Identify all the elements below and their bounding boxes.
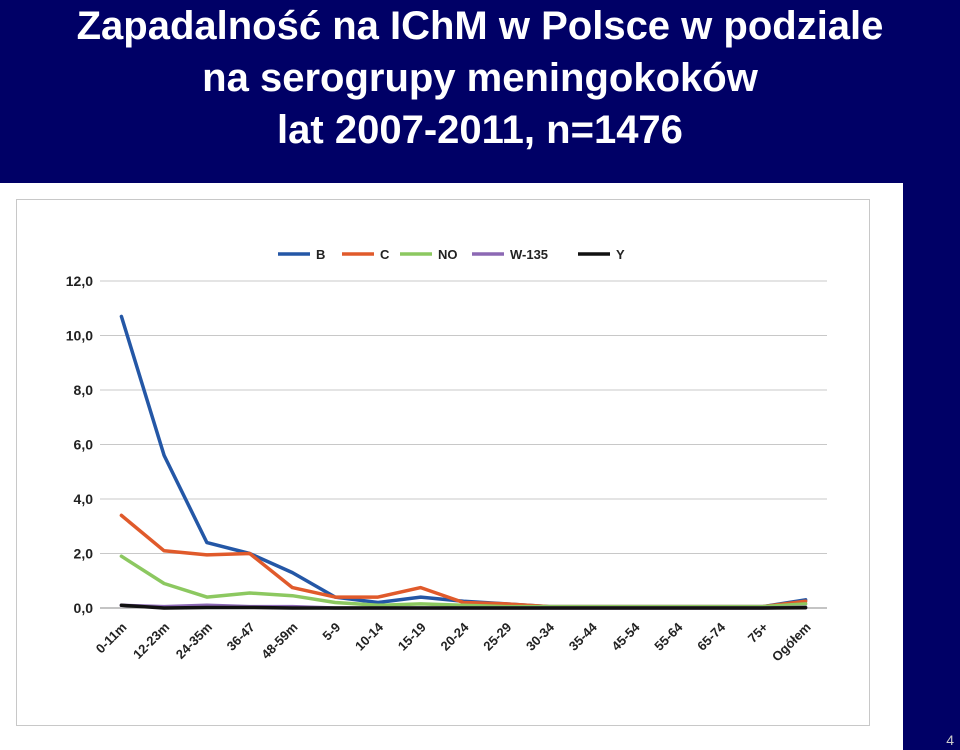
y-tick-label: 6,0	[74, 437, 94, 453]
x-tick-label: 30-34	[523, 619, 558, 654]
y-tick-label: 8,0	[74, 382, 94, 398]
legend-label: C	[380, 247, 390, 262]
x-tick-label: 15-19	[395, 620, 429, 654]
x-tick-label: 20-24	[438, 619, 473, 654]
legend-label: B	[316, 247, 325, 262]
series-line-c	[119, 513, 808, 609]
x-tick-label: 48-59m	[258, 620, 300, 662]
x-tick-label: 12-23m	[130, 620, 172, 662]
series-line-b	[119, 314, 808, 609]
y-tick-label: 4,0	[74, 491, 94, 507]
x-tick-label: 45-54	[609, 619, 644, 654]
x-tick-label: 75+	[745, 619, 771, 645]
x-tick-label: 10-14	[352, 619, 387, 654]
y-tick-label: 0,0	[74, 600, 94, 616]
legend-label: Y	[616, 247, 625, 262]
x-tick-label: Ogółem	[769, 620, 814, 665]
page-number: 4	[946, 732, 954, 748]
slide-title-line-2: na serogrupy meningokoków	[202, 56, 758, 100]
x-tick-label: 55-64	[651, 619, 686, 654]
series-line-y	[119, 603, 808, 610]
x-tick-label: 0-11m	[93, 620, 130, 657]
slide-title-line-3: lat 2007-2011, n=1476	[277, 108, 683, 152]
x-tick-label: 24-35m	[173, 620, 215, 662]
chart-frame	[16, 199, 870, 726]
y-tick-label: 12,0	[66, 273, 93, 289]
slide-title-line-1: Zapadalność na IChM w Polsce w podziale	[76, 4, 884, 48]
x-tick-label: 36-47	[224, 620, 258, 654]
y-tick-label: 2,0	[74, 546, 94, 562]
series-line-no	[119, 554, 808, 609]
x-tick-label: 35-44	[566, 619, 601, 654]
y-tick-label: 10,0	[66, 328, 93, 344]
x-tick-label: 25-29	[480, 620, 514, 654]
slide-title: Zapadalność na IChM w Polsce w podziale …	[0, 0, 960, 156]
x-tick-label: 65-74	[694, 619, 729, 654]
legend-label: W-135	[510, 247, 548, 262]
x-tick-label: 5-9	[319, 620, 343, 644]
legend-label: NO	[438, 247, 458, 262]
